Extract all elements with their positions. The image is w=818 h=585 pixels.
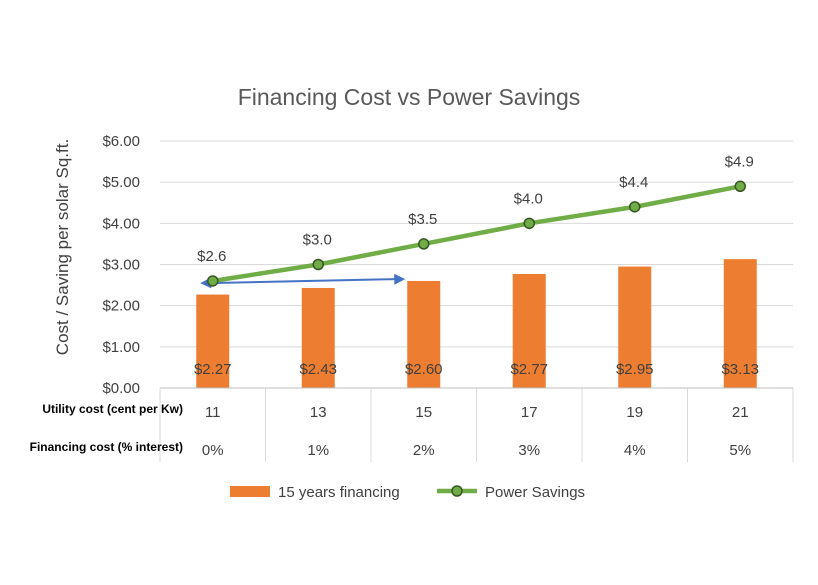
- line-data-label: $4.0: [514, 190, 543, 207]
- legend-bar-swatch: [230, 486, 270, 497]
- bar: [723, 259, 757, 388]
- y-tick-label: $1.00: [102, 339, 140, 356]
- y-tick-label: $0.00: [102, 380, 140, 397]
- table-cell: 0%: [202, 442, 224, 459]
- table-row-label: Financing cost (% interest): [30, 440, 183, 454]
- bar: [512, 273, 546, 388]
- y-axis-ticks: $0.00 $1.00 $2.00 $3.00 $4.00 $5.00 $6.00: [102, 133, 140, 397]
- chart-title: Financing Cost vs Power Savings: [238, 84, 581, 110]
- line-series: [207, 180, 746, 287]
- line-data-label: $4.9: [725, 153, 754, 170]
- bar: [301, 287, 335, 388]
- bar-data-label: $3.13: [721, 361, 759, 378]
- table-cell: 1%: [307, 442, 329, 459]
- line-point: [418, 238, 430, 250]
- series-line: [212, 184, 741, 284]
- y-tick-label: $5.00: [102, 174, 140, 191]
- line-point: [312, 258, 324, 271]
- y-tick-label: $6.00: [102, 133, 140, 150]
- arrow-shaft: [208, 278, 398, 285]
- y-tick-label: $3.00: [102, 257, 140, 274]
- line-point: [523, 217, 535, 230]
- table-cell: 11: [205, 404, 221, 421]
- legend-bar-label: 15 years financing: [278, 484, 400, 501]
- bar-data-label: $2.60: [405, 361, 443, 378]
- line-data-label: $3.5: [408, 211, 437, 228]
- table-cell: 19: [626, 404, 643, 421]
- y-tick-label: $2.00: [102, 298, 140, 315]
- table-cell: 3%: [518, 442, 540, 459]
- arrow-head: [394, 273, 406, 285]
- bar-data-label: $2.77: [510, 361, 548, 378]
- category-table: Utility cost (cent per Kw) 11 13 15 17 19 21 Fi…: [30, 387, 794, 462]
- table-row-label: Utility cost (cent per Kw): [42, 402, 183, 416]
- bar-series: [196, 259, 757, 388]
- table-cell: 4%: [624, 442, 646, 459]
- line-data-label: $4.4: [619, 174, 648, 191]
- line-point: [734, 180, 746, 193]
- line-data-labels: $2.6 $3.0 $3.5 $4.0 $4.4 $4.9: [197, 153, 754, 265]
- bar-data-label: $2.27: [194, 361, 232, 378]
- line-point: [207, 275, 219, 287]
- bar-data-label: $2.43: [299, 361, 337, 378]
- legend: 15 years financing Power Savings: [230, 484, 585, 501]
- table-cell: 5%: [729, 442, 751, 459]
- table-cell: 15: [415, 404, 432, 421]
- bar: [407, 280, 441, 388]
- bar-data-label: $2.95: [616, 361, 654, 378]
- table-cell: 17: [521, 404, 538, 421]
- table-cell: 2%: [413, 442, 435, 459]
- bar: [196, 294, 230, 388]
- line-data-label: $2.6: [197, 248, 226, 265]
- line-data-label: $3.0: [303, 232, 332, 249]
- table-cell: 21: [732, 404, 749, 421]
- table-cell: 13: [310, 404, 327, 421]
- bar-data-labels: $2.27 $2.43 $2.60 $2.77 $2.95 $3.13: [194, 361, 759, 378]
- legend-line-marker: [451, 485, 463, 497]
- legend-line-label: Power Savings: [485, 484, 585, 501]
- line-point: [629, 201, 641, 213]
- y-tick-label: $4.00: [102, 215, 140, 232]
- gridlines: [160, 140, 793, 348]
- y-axis-label: Cost / Saving per solar Sq.ft.: [53, 139, 72, 355]
- bar: [618, 266, 652, 388]
